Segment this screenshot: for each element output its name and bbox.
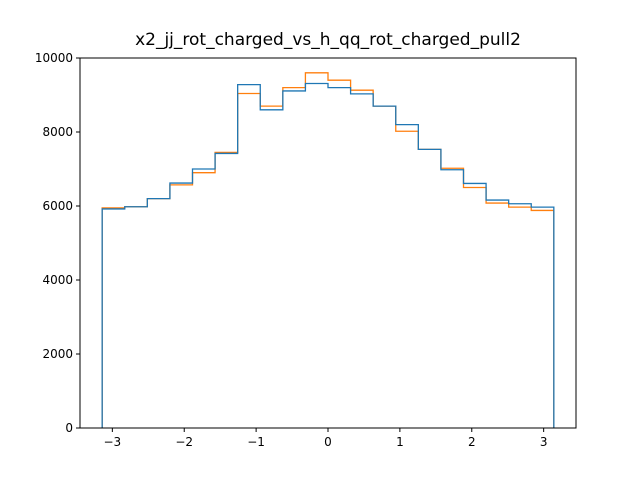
histogram-step-series-1	[101, 72, 555, 428]
x-tick-label: −1	[247, 435, 265, 449]
histogram-step-series-2	[101, 82, 555, 428]
y-tick-label: 10000	[35, 51, 73, 65]
y-tick-label: 8000	[42, 125, 73, 139]
x-tick-label: 3	[540, 435, 548, 449]
axes-frame	[79, 57, 577, 429]
x-tick-label: 1	[396, 435, 404, 449]
x-tick-label: 0	[324, 435, 332, 449]
y-tick-label: 2000	[42, 347, 73, 361]
chart-title: x2_jj_rot_charged_vs_h_qq_rot_charged_pu…	[135, 30, 521, 50]
y-tick-label: 0	[65, 421, 73, 435]
y-tick-label: 4000	[42, 273, 73, 287]
x-tick-label: 2	[468, 435, 476, 449]
y-tick-label: 6000	[42, 199, 73, 213]
x-tick-label: −2	[175, 435, 193, 449]
x-tick-label: −3	[103, 435, 121, 449]
